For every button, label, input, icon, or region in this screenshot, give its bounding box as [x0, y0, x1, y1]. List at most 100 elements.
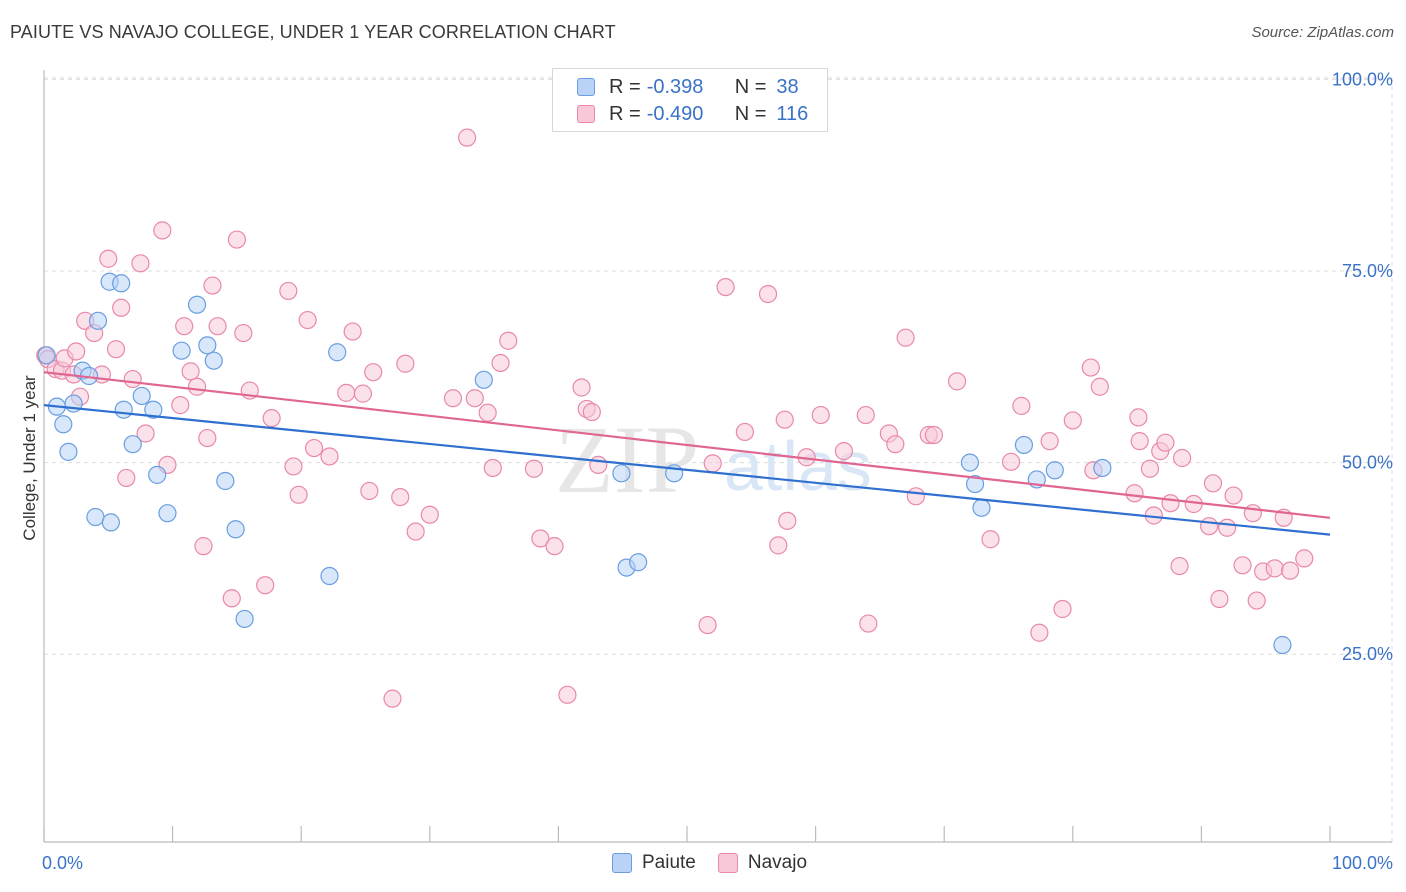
- navajo-point: [1247, 591, 1266, 610]
- paiute-point: [1093, 458, 1112, 478]
- paiute-point: [198, 336, 217, 355]
- navajo-point: [1233, 556, 1252, 575]
- navajo-point: [194, 537, 213, 556]
- x-tick-label: 100.0%: [1332, 853, 1393, 873]
- navajo-point: [1161, 494, 1180, 513]
- navajo-swatch: [577, 105, 595, 123]
- navajo-point: [1295, 549, 1314, 568]
- navajo-point: [778, 511, 797, 530]
- navajo-point: [1224, 486, 1243, 505]
- series-legend: Paiute Navajo: [612, 852, 829, 874]
- navajo-point: [698, 615, 717, 635]
- navajo-point: [1218, 518, 1237, 537]
- paiute-point: [123, 435, 142, 454]
- navajo-point: [256, 576, 275, 595]
- navajo-point: [906, 487, 926, 506]
- navajo-point: [1129, 408, 1148, 427]
- navajo-point: [364, 363, 383, 382]
- navajo-point: [775, 410, 794, 429]
- navajo-point: [886, 435, 905, 454]
- paiute-point: [1014, 435, 1034, 455]
- n-value: 38: [776, 75, 799, 98]
- navajo-point: [289, 485, 308, 504]
- paiute-point: [37, 346, 56, 365]
- navajo-point: [67, 342, 86, 361]
- navajo-point: [924, 425, 944, 445]
- paiute-point: [86, 507, 105, 527]
- tick-labels: 25.0% 50.0% 75.0% 100.0% 0.0% 100.0%: [42, 69, 1393, 873]
- navajo-point: [1200, 517, 1219, 536]
- navajo-point: [896, 328, 915, 347]
- navajo-point: [1001, 452, 1021, 471]
- navajo-point: [406, 522, 425, 541]
- navajo-point: [208, 317, 227, 336]
- navajo-point: [123, 369, 142, 389]
- navajo-point: [262, 409, 281, 428]
- paiute-point: [172, 341, 191, 360]
- r-label: R =: [609, 102, 641, 125]
- navajo-point: [981, 530, 1000, 549]
- navajo-point: [420, 505, 439, 524]
- paiute-point: [972, 498, 991, 517]
- navajo-point: [353, 384, 373, 403]
- navajo-point: [1170, 556, 1189, 576]
- navajo-point: [279, 281, 298, 301]
- paiute-point: [114, 400, 133, 419]
- navajo-point: [1063, 411, 1082, 430]
- paiute-point: [320, 566, 339, 586]
- navajo-point: [834, 442, 853, 461]
- navajo-point: [1012, 396, 1031, 415]
- navajo-point: [558, 685, 577, 704]
- navajo-point: [337, 383, 356, 402]
- paiute-trend-line: [43, 404, 1331, 536]
- y-axis-label: College, Under 1 year: [20, 375, 39, 541]
- navajo-point: [1203, 474, 1223, 493]
- navajo-point: [153, 221, 172, 240]
- paiute-legend-label: Paiute: [642, 852, 696, 873]
- paiute-point: [328, 343, 347, 362]
- legend-item-paiute[interactable]: Paiute: [612, 852, 696, 874]
- navajo-point: [187, 377, 207, 396]
- navajo-point: [391, 487, 410, 507]
- navajo-point: [99, 249, 118, 268]
- navajo-legend-label: Navajo: [747, 852, 808, 873]
- n-value: 116: [776, 102, 809, 125]
- paiute-point: [101, 513, 120, 532]
- paiute-point: [226, 520, 245, 539]
- navajo-point: [1081, 358, 1100, 377]
- navajo-point: [443, 389, 463, 408]
- navajo-point: [112, 298, 131, 317]
- navajo-point: [117, 468, 136, 488]
- legend-item-navajo[interactable]: Navajo: [717, 852, 808, 874]
- navajo-trend-line: [43, 371, 1331, 519]
- navajo-point: [1173, 448, 1192, 468]
- navajo-point: [811, 405, 830, 425]
- navajo-point: [203, 276, 222, 295]
- navajo-point: [234, 323, 253, 343]
- correlation-legend: R = -0.398 N = 38 R = -0.490 N = 116: [552, 68, 828, 132]
- paiute-point: [235, 609, 254, 629]
- paiute-point: [1045, 461, 1064, 480]
- y-tick-label: 50.0%: [1342, 453, 1393, 473]
- navajo-point: [284, 457, 303, 476]
- paiute-point: [148, 465, 167, 484]
- navajo-point: [572, 378, 591, 397]
- n-label: N =: [734, 102, 767, 125]
- navajo-point: [735, 422, 754, 442]
- navajo-point: [227, 230, 246, 249]
- legend-row-paiute: R = -0.398 N = 38: [577, 75, 799, 99]
- navajo-point: [396, 354, 415, 373]
- paiute-point: [54, 415, 73, 434]
- navajo-point: [175, 317, 194, 336]
- navajo-point: [181, 362, 200, 381]
- navajo-point: [1156, 433, 1175, 452]
- navajo-point: [171, 396, 190, 415]
- navajo-point: [343, 322, 362, 341]
- paiute-swatch: [577, 78, 595, 96]
- navajo-point: [589, 455, 608, 474]
- trend-lines: [43, 371, 1331, 536]
- data-points: [36, 128, 1314, 708]
- y-tick-label: 75.0%: [1342, 261, 1393, 281]
- r-value: -0.490: [646, 102, 704, 125]
